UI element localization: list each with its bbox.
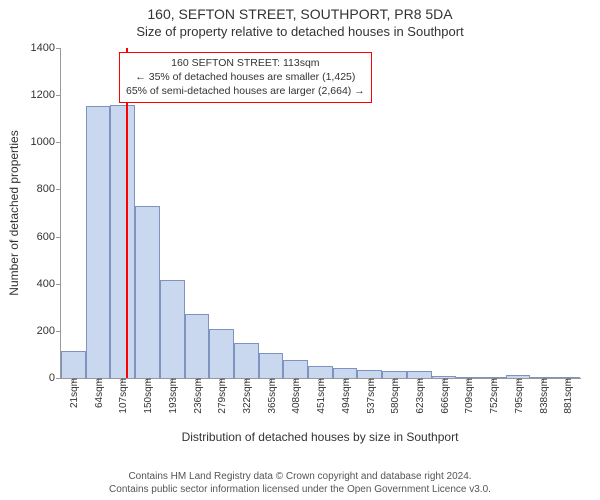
y-axis-label: Number of detached properties <box>7 130 21 295</box>
histogram-bar <box>382 371 407 378</box>
y-tick-mark <box>56 48 61 49</box>
y-tick-mark <box>56 142 61 143</box>
histogram-bar <box>283 360 308 378</box>
histogram-bar <box>333 368 358 378</box>
histogram-bar <box>357 370 382 378</box>
x-tick-label: 881sqm <box>563 378 574 414</box>
x-tick-label: 795sqm <box>514 378 525 414</box>
page-subtitle: Size of property relative to detached ho… <box>0 22 600 43</box>
histogram-bar <box>308 366 333 378</box>
x-tick-label: 494sqm <box>341 378 352 414</box>
x-tick-label: 322sqm <box>242 378 253 414</box>
x-tick-label: 279sqm <box>217 378 228 414</box>
x-tick-label: 623sqm <box>415 378 426 414</box>
x-tick-label: 193sqm <box>168 378 179 414</box>
x-tick-label: 451sqm <box>316 378 327 414</box>
footer-line: Contains public sector information licen… <box>0 483 600 496</box>
histogram-bar <box>135 206 160 378</box>
histogram-plot: 020040060080010001200140021sqm64sqm107sq… <box>60 48 581 379</box>
histogram-bar <box>61 351 86 378</box>
histogram-bar <box>259 353 284 378</box>
histogram-bar <box>209 329 234 379</box>
histogram-bar <box>407 371 432 378</box>
callout-line: 65% of semi-detached houses are larger (… <box>126 84 365 98</box>
histogram-bar <box>110 105 135 378</box>
histogram-bar <box>234 343 259 378</box>
y-tick-mark <box>56 95 61 96</box>
x-tick-label: 580sqm <box>390 378 401 414</box>
y-tick-mark <box>56 189 61 190</box>
attribution-footer: Contains HM Land Registry data © Crown c… <box>0 470 600 496</box>
y-tick-mark <box>56 331 61 332</box>
histogram-bar <box>160 280 185 378</box>
y-tick-mark <box>56 237 61 238</box>
x-tick-label: 150sqm <box>143 378 154 414</box>
x-axis-label: Distribution of detached houses by size … <box>60 430 580 444</box>
x-tick-label: 709sqm <box>464 378 475 414</box>
x-tick-label: 365sqm <box>267 378 278 414</box>
x-tick-label: 838sqm <box>539 378 550 414</box>
x-tick-label: 752sqm <box>489 378 500 414</box>
x-tick-label: 107sqm <box>118 378 129 414</box>
y-tick-mark <box>56 378 61 379</box>
callout-line: 160 SEFTON STREET: 113sqm <box>126 56 365 70</box>
x-tick-label: 236sqm <box>193 378 204 414</box>
property-callout: 160 SEFTON STREET: 113sqm← 35% of detach… <box>119 52 372 103</box>
x-tick-label: 64sqm <box>94 378 105 408</box>
x-tick-label: 666sqm <box>440 378 451 414</box>
histogram-bar <box>185 314 210 378</box>
x-tick-label: 408sqm <box>291 378 302 414</box>
x-tick-label: 537sqm <box>366 378 377 414</box>
footer-line: Contains HM Land Registry data © Crown c… <box>0 470 600 483</box>
histogram-bar <box>86 106 111 378</box>
callout-line: ← 35% of detached houses are smaller (1,… <box>126 70 365 84</box>
page-title: 160, SEFTON STREET, SOUTHPORT, PR8 5DA <box>0 0 600 22</box>
y-tick-mark <box>56 284 61 285</box>
x-tick-label: 21sqm <box>69 378 80 408</box>
